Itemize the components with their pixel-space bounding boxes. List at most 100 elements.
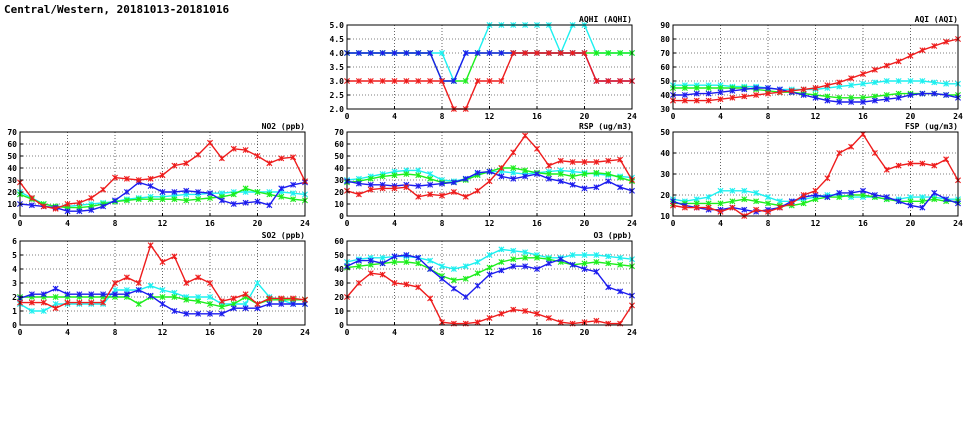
data-point [474,50,481,56]
y-tick-label: 0 [339,321,344,330]
so2-series-red [17,242,308,312]
x-tick-label: 20 [580,328,590,337]
data-point [439,192,445,199]
data-point [355,180,362,187]
data-point [753,189,760,196]
data-point [593,169,600,176]
data-point [207,310,213,317]
y-tick-label: 4 [12,265,17,274]
x-tick-label: 12 [158,328,168,337]
y-tick-label: 10 [660,212,670,221]
data-point [693,85,700,91]
data-point [52,305,59,312]
y-tick-label: 40 [660,149,670,158]
data-point [207,301,213,307]
data-point [112,197,118,204]
data-point [135,301,142,307]
data-point [159,259,166,265]
y-tick-label: 10 [7,200,17,209]
y-tick-label: 50 [660,128,670,137]
data-point [510,263,517,270]
data-point [474,270,481,277]
aqi-chart: 0 4 8 12 16 20 24 30 40 50 60 70 80 90 AQI (AQI) [660,15,963,121]
data-point [498,246,505,253]
data-point [403,50,410,56]
data-point [860,99,866,105]
y-tick-label: 30 [7,176,17,185]
data-point [569,173,576,180]
data-point [135,177,142,183]
data-point [100,186,107,193]
data-point [462,175,469,182]
data-point [522,132,529,139]
data-point [195,274,202,281]
data-point [557,171,564,177]
data-point [605,260,612,267]
data-point [171,308,178,314]
data-point [427,50,434,56]
data-point [439,263,445,270]
data-point [367,257,374,264]
y-tick-label: 50 [334,251,344,260]
data-point [64,299,71,306]
data-point [415,260,422,267]
data-point [52,285,59,292]
data-point [617,78,624,84]
data-point [486,50,493,56]
data-point [147,196,154,203]
x-tick-label: 16 [205,219,215,228]
data-point [367,50,374,56]
data-point [919,160,926,167]
data-point [741,93,748,100]
data-point [729,187,736,194]
data-point [266,295,273,302]
data-point [439,78,445,84]
data-point [486,78,493,84]
data-point [52,294,59,300]
data-point [883,96,890,103]
y-tick-label: 10 [334,200,344,209]
data-point [919,90,926,97]
data-point [40,291,47,298]
data-point [943,92,950,98]
data-point [765,90,771,97]
data-point [593,78,600,84]
data-point [931,43,938,49]
data-point [147,282,154,289]
data-point [462,263,469,270]
data-point [593,159,600,165]
data-point [617,288,624,295]
data-point [415,254,422,261]
x-tick-label: 24 [953,219,963,228]
data-point [183,160,190,167]
data-point [462,50,469,56]
x-tick-label: 12 [485,328,495,337]
data-point [557,157,564,164]
data-point [824,97,831,104]
y-tick-label: 4.0 [330,49,345,58]
data-point [427,295,434,302]
data-point [836,189,843,196]
data-point [705,90,712,97]
data-point [581,260,588,267]
data-point [569,50,576,56]
x-tick-label: 24 [627,112,637,121]
data-point [617,184,624,191]
data-point [729,94,736,101]
data-point [242,305,249,312]
data-point [848,82,855,89]
data-point [717,187,724,194]
data-point [931,196,938,203]
data-point [474,319,481,326]
data-point [355,280,362,286]
data-point [415,167,422,174]
data-point [230,191,237,198]
data-point [605,157,612,164]
data-point [415,284,422,291]
data-point [379,271,386,278]
data-point [895,94,902,101]
data-point [391,253,398,260]
y-tick-label: 50 [334,152,344,161]
data-point [681,97,688,104]
y-tick-label: 0 [12,212,17,221]
